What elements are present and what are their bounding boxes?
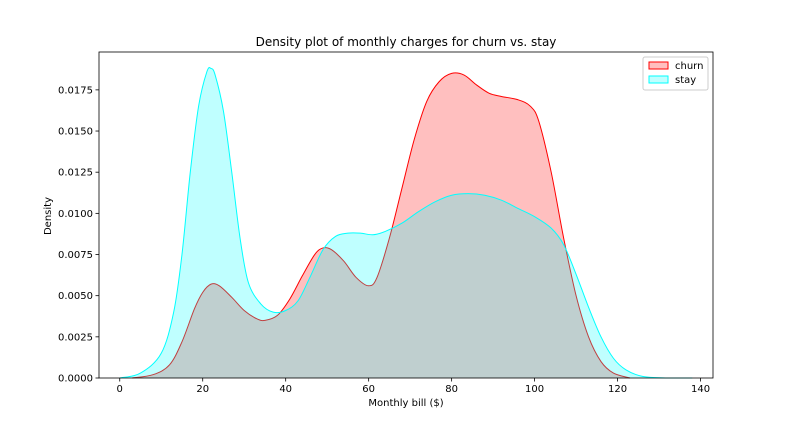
y-tick-label: 0.0000 — [58, 374, 93, 385]
series-stay — [119, 67, 693, 379]
y-tick-label: 0.0025 — [58, 332, 93, 343]
series-churn-line — [132, 72, 631, 379]
series-churn — [132, 72, 631, 379]
legend-box — [642, 56, 709, 91]
y-tick-label: 0.0150 — [58, 127, 93, 138]
legend-label-stay: stay — [675, 75, 696, 86]
x-tick-label: 140 — [691, 384, 710, 395]
legend-label-churn: churn — [675, 61, 703, 72]
series-stay-line — [119, 67, 693, 379]
series-churn-area — [132, 72, 631, 379]
x-tick-label: 100 — [525, 384, 544, 395]
legend: churn stay — [642, 56, 709, 91]
chart-title: Density plot of monthly charges for chur… — [256, 35, 557, 49]
x-tick-label: 20 — [196, 384, 209, 395]
axes: 0 20 40 60 80 100 120 140 0.0000 0.0025 0.0050 0.00… — [58, 51, 714, 395]
y-tick-label: 0.0050 — [58, 291, 93, 302]
y-tick-label: 0.0075 — [58, 250, 93, 261]
x-tick-label: 40 — [279, 384, 292, 395]
x-tick-label: 0 — [117, 384, 123, 395]
legend-swatch-stay — [648, 75, 669, 84]
y-tick-label: 0.0175 — [58, 85, 93, 96]
y-tick-label: 0.0125 — [58, 168, 93, 179]
x-tick-label: 80 — [445, 384, 458, 395]
x-tick-label: 60 — [362, 384, 375, 395]
x-axis-title: Monthly bill ($) — [368, 398, 443, 409]
legend-swatch-churn — [648, 61, 669, 70]
plot-frame — [98, 51, 714, 379]
y-tick-label: 0.0100 — [58, 209, 93, 220]
plot-area — [119, 67, 693, 379]
series-stay-area — [119, 67, 693, 379]
y-axis-title: Density — [43, 197, 54, 235]
x-tick-label: 120 — [608, 384, 627, 395]
